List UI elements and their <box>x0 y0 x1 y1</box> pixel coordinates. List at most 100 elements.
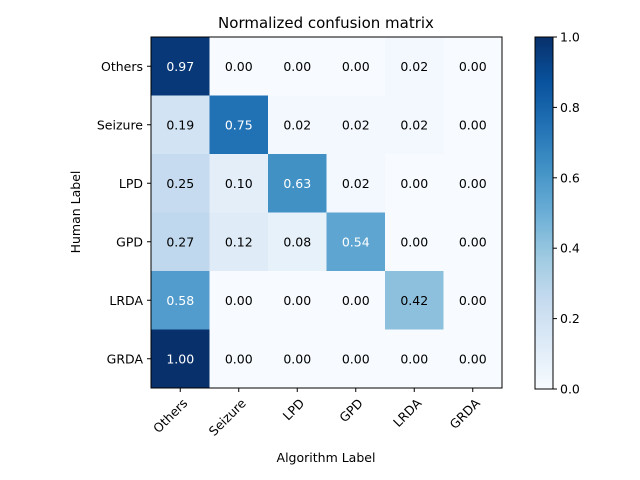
heatmap-cell <box>209 329 269 389</box>
heatmap-cell <box>268 329 327 389</box>
x-axis-ticks: Others Seizure LPD GPD LRDA GRDA <box>150 388 483 439</box>
cell-value-label: 0.00 <box>400 176 428 191</box>
heatmap-cell <box>385 154 444 213</box>
colorbar-tick-label: 1.0 <box>560 30 580 45</box>
heatmap-cell <box>209 212 269 272</box>
colorbar-tick-label: 0.0 <box>560 382 580 397</box>
heatmap-cell <box>326 271 386 330</box>
heatmap-cell <box>209 95 269 155</box>
cell-value-label: 0.00 <box>342 59 370 74</box>
cell-value-label: 0.00 <box>225 59 253 74</box>
cell-value-label: 0.10 <box>225 176 253 191</box>
heatmap-cell <box>443 271 503 330</box>
cell-value-label: 1.00 <box>166 351 194 366</box>
y-tick-label: LPD <box>119 176 143 191</box>
cell-value-label: 0.00 <box>459 351 487 366</box>
heatmap-cell-labels: 0.97 0.00 0.00 0.00 0.02 0.00 0.19 0.75 0.02 0.02… <box>166 59 486 367</box>
x-axis-label: Algorithm Label <box>277 450 376 465</box>
cell-value-label: 0.00 <box>459 293 487 308</box>
heatmap-cell <box>443 37 503 96</box>
heatmap-cell <box>268 37 327 96</box>
x-tick-label: LPD <box>280 396 308 424</box>
cell-value-label: 0.00 <box>283 59 311 74</box>
heatmap-cell <box>443 329 503 389</box>
heatmap-cell <box>209 271 269 330</box>
heatmap-cell <box>151 95 210 155</box>
cell-value-label: 0.58 <box>166 293 194 308</box>
heatmap-cell <box>443 154 503 213</box>
chart-title: Normalized confusion matrix <box>218 14 434 32</box>
y-tick-label: Others <box>101 59 143 74</box>
colorbar-frame <box>534 36 554 390</box>
heatmap-cell <box>326 37 386 96</box>
heatmap-cell <box>443 212 503 272</box>
heatmap-cell <box>326 212 386 272</box>
heatmap-cell <box>151 154 210 213</box>
cell-value-label: 0.00 <box>459 117 487 132</box>
colorbar-tick-label: 0.6 <box>560 170 580 185</box>
y-axis-label: Human Label <box>68 171 83 254</box>
x-tick-label: Seizure <box>206 395 249 438</box>
cell-value-label: 0.42 <box>400 293 428 308</box>
cell-value-label: 0.00 <box>225 293 253 308</box>
x-tick-label: Others <box>150 396 190 436</box>
cell-value-label: 0.02 <box>283 117 311 132</box>
cell-value-label: 0.02 <box>342 117 370 132</box>
heatmap-cell <box>268 271 327 330</box>
x-tick-label: GPD <box>336 396 366 426</box>
colorbar-gradient <box>535 37 553 389</box>
heatmap-cell <box>151 37 210 96</box>
cell-value-label: 0.54 <box>342 234 370 249</box>
heatmap-cell <box>385 329 444 389</box>
heatmap-cell <box>326 329 386 389</box>
cell-value-label: 0.00 <box>459 59 487 74</box>
cell-value-label: 0.19 <box>166 117 194 132</box>
heatmap-cell <box>326 95 386 155</box>
heatmap-cell <box>443 95 503 155</box>
heatmap-cell <box>385 95 444 155</box>
cell-value-label: 0.00 <box>342 293 370 308</box>
cell-value-label: 0.00 <box>283 293 311 308</box>
cell-value-label: 0.75 <box>225 117 253 132</box>
cell-value-label: 0.00 <box>400 351 428 366</box>
y-tick-label: LRDA <box>109 293 143 308</box>
heatmap-cell <box>385 271 444 330</box>
heatmap-cell <box>151 212 210 272</box>
y-tick-label: GRDA <box>107 351 144 366</box>
heatmap-cell <box>151 329 210 389</box>
cell-value-label: 0.00 <box>400 234 428 249</box>
heatmap-frame <box>150 36 503 389</box>
colorbar-tick-label: 0.8 <box>560 100 580 115</box>
cell-value-label: 0.00 <box>459 234 487 249</box>
cell-value-label: 0.02 <box>342 176 370 191</box>
cell-value-label: 0.25 <box>166 176 194 191</box>
heatmap-cell <box>385 37 444 96</box>
cell-value-label: 0.02 <box>400 117 428 132</box>
heatmap-cell <box>209 37 269 96</box>
cell-value-label: 0.00 <box>342 351 370 366</box>
y-tick-label: Seizure <box>97 117 143 132</box>
colorbar: 0.0 0.2 0.4 0.6 0.8 1.0 <box>534 30 580 397</box>
cell-value-label: 0.97 <box>166 59 194 74</box>
y-tick-label: GPD <box>116 234 143 249</box>
x-tick-label: GRDA <box>447 395 484 432</box>
colorbar-tick-label: 0.4 <box>560 241 580 256</box>
heatmap-cell <box>385 212 444 272</box>
heatmap-cell <box>151 271 210 330</box>
heatmap-cell <box>326 154 386 213</box>
y-axis-ticks: Others Seizure LPD GPD LRDA GRDA <box>97 59 151 366</box>
x-tick-label: LRDA <box>390 395 425 430</box>
colorbar-tick-label: 0.2 <box>560 311 580 326</box>
heatmap-cells <box>150 36 503 389</box>
cell-value-label: 0.00 <box>225 351 253 366</box>
cell-value-label: 0.27 <box>166 234 194 249</box>
heatmap-cell <box>268 212 327 272</box>
cell-value-label: 0.02 <box>400 59 428 74</box>
heatmap-cell <box>268 95 327 155</box>
cell-value-label: 0.63 <box>283 176 311 191</box>
heatmap-cell <box>268 154 327 213</box>
cell-value-label: 0.00 <box>283 351 311 366</box>
cell-value-label: 0.00 <box>459 176 487 191</box>
cell-value-label: 0.08 <box>283 234 311 249</box>
